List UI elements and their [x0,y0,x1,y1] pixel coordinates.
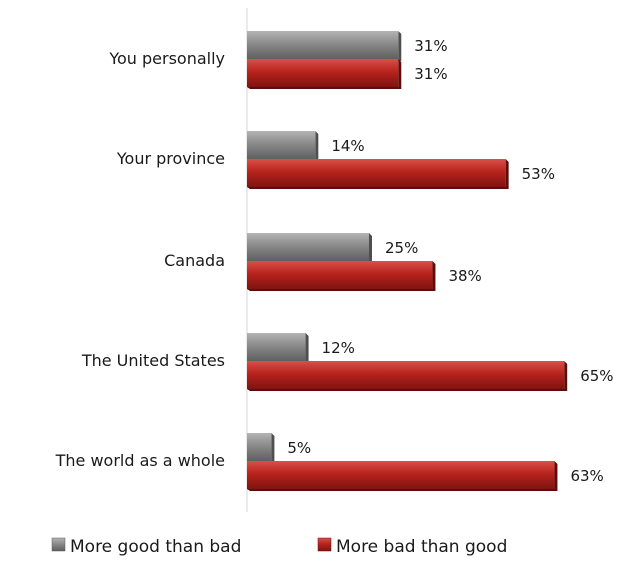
data-label: 65% [580,367,613,385]
legend-label: More good than bad [70,537,241,557]
category-label: You personally [108,49,225,68]
data-label: 12% [322,339,355,357]
legend-swatch [51,537,66,552]
data-label: 53% [522,165,555,183]
legend-swatch [317,537,332,552]
bar-more-bad-than-good [247,261,433,289]
data-label: 31% [414,37,447,55]
bar-more-good-than-bad [247,131,316,159]
data-label: 5% [287,439,311,457]
legend-label: More bad than good [336,537,507,557]
data-label: 25% [385,239,418,257]
data-label: 14% [331,137,364,155]
category-label: The United States [81,351,225,370]
bar-more-good-than-bad [247,333,306,361]
bar-more-good-than-bad [247,31,399,59]
bar-more-bad-than-good [247,59,399,87]
data-label: 38% [448,267,481,285]
data-label: 31% [414,65,447,83]
legend: More good than bad More bad than good [51,537,507,557]
bar-more-good-than-bad [247,433,272,461]
bar-more-bad-than-good [247,361,565,389]
bar-more-good-than-bad [247,233,369,261]
bar-more-bad-than-good [247,461,555,489]
data-label: 63% [570,467,603,485]
category-label: Canada [164,251,225,270]
category-label: The world as a whole [55,451,225,470]
bar-more-bad-than-good [247,159,506,187]
bar-shadow [247,433,275,463]
plot-area: You personally 31% 31% Your province 14% 53% C… [55,8,614,512]
category-label: Your province [116,149,225,168]
